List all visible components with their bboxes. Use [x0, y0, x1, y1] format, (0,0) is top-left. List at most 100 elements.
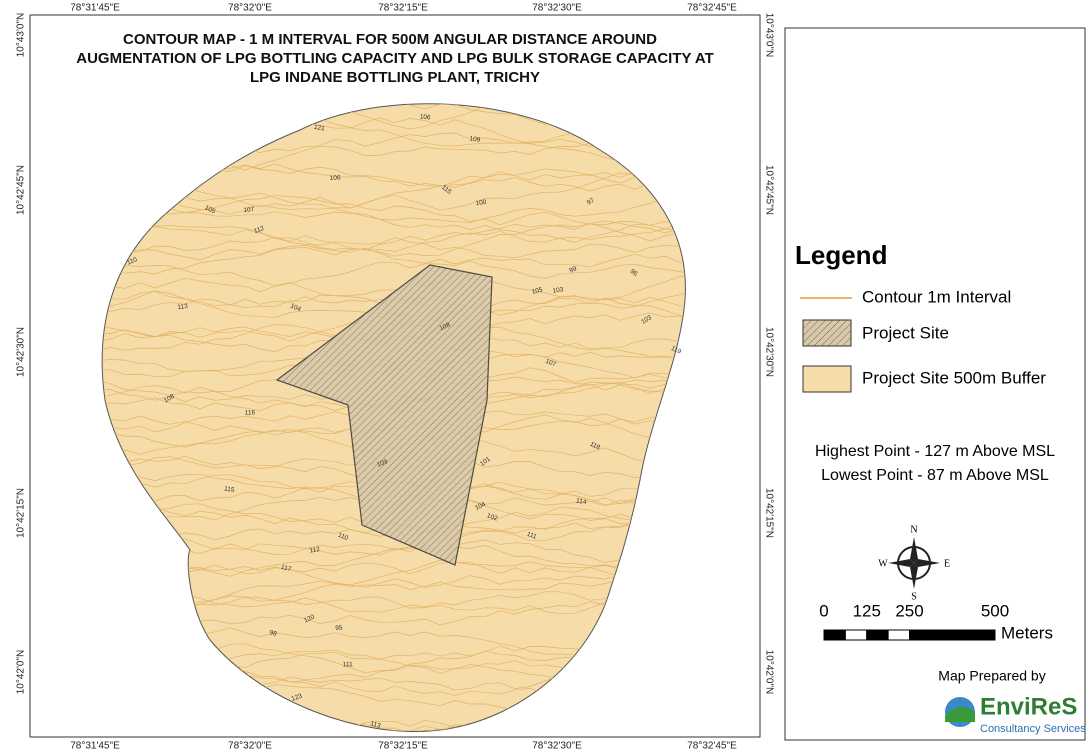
contour-line [102, 219, 686, 276]
scale-label: 250 [895, 601, 923, 620]
contour-line [102, 195, 686, 223]
contour-label: 113 [369, 720, 381, 730]
contour-label: 111 [343, 661, 353, 668]
latitude-label: 10°43'0"N [763, 13, 774, 58]
longitude-label: 78°31'45"E [70, 3, 120, 14]
latitude-label: 10°43'0"N [16, 13, 27, 58]
logo-tagline: Consultancy Services [980, 723, 1086, 735]
elevation-note: Lowest Point - 87 m Above MSL [821, 467, 1049, 484]
legend-item: Contour 1m Interval [862, 287, 1011, 306]
contour-label: 118 [589, 441, 602, 452]
contour-label: 114 [575, 497, 587, 506]
scale-segment [887, 629, 910, 641]
legend-site-swatch [802, 319, 852, 347]
contour-line [102, 594, 686, 622]
contour-label: 95 [335, 625, 343, 632]
scale-segment [866, 629, 889, 641]
contour-label: 112 [309, 546, 321, 555]
latitude-label: 10°42'0"N [16, 650, 27, 695]
contour-line [102, 220, 686, 257]
contour-line [102, 260, 686, 292]
contour-label: 104 [289, 302, 302, 313]
contour-labels: 103 98 105 107 111 112 99 104 108 110 113 121 117 106… [126, 113, 683, 729]
contour-line [102, 226, 686, 259]
contour-line [102, 194, 686, 228]
longitude-label: 78°31'45"E [70, 741, 120, 752]
scale-bar: 0 125 250 500 Meters [819, 601, 1053, 642]
contour-label: 106 [419, 113, 431, 121]
contour-line [102, 574, 686, 610]
contour-label: 107 [544, 358, 557, 369]
contour-label: 109 [376, 458, 389, 469]
scale-label: 500 [981, 601, 1009, 620]
contour-label: 110 [126, 256, 139, 267]
longitude-label: 78°32'15"E [378, 741, 428, 752]
legend-title: Legend [795, 240, 887, 270]
contour-label: 119 [670, 345, 683, 356]
scale-segment [844, 629, 868, 641]
latitude-label: 10°42'15"N [16, 488, 27, 538]
contour-label: 102 [486, 512, 499, 522]
contour-label: 97 [586, 197, 596, 207]
legend-item: Project Site [862, 323, 949, 342]
contour-label: 98 [269, 629, 278, 638]
scale-unit: Meters [1001, 623, 1053, 642]
longitude-label: 78°32'15"E [378, 3, 428, 14]
contour-label: 104 [474, 501, 487, 512]
latitude-label: 10°42'0"N [763, 650, 774, 695]
latitude-label: 10°42'45"N [763, 165, 774, 215]
contour-label: 111 [526, 531, 538, 541]
scale-segment [909, 629, 996, 641]
contour-label: 115 [224, 486, 236, 494]
contour-line [102, 561, 686, 584]
contour-label: 113 [177, 303, 189, 311]
title-line: AUGMENTATION OF LPG BOTTLING CAPACITY AN… [76, 50, 714, 67]
legend-item: Project Site 500m Buffer [862, 368, 1046, 387]
title-line: CONTOUR MAP - 1 M INTERVAL FOR 500M ANGU… [123, 31, 657, 48]
latitude-label: 10°42'15"N [763, 488, 774, 538]
scale-label: 125 [853, 601, 881, 620]
contour-label: 99 [568, 265, 578, 274]
credit-label: Map Prepared by [938, 668, 1045, 684]
contour-label: 112 [253, 225, 265, 235]
contour-label: 100 [475, 199, 487, 207]
longitude-label: 78°32'45"E [687, 741, 737, 752]
latitude-label: 10°42'45"N [16, 165, 27, 215]
contour-label: 107 [243, 206, 255, 214]
compass-letter: S [911, 591, 917, 602]
contour-label: 121 [313, 124, 325, 133]
contour-line [102, 189, 686, 243]
logo-text: EnviReS [980, 693, 1077, 720]
elevation-note: Highest Point - 127 m Above MSL [815, 443, 1055, 460]
contour-line [102, 587, 686, 619]
compass-letter: N [910, 524, 917, 535]
longitude-label: 78°32'30"E [532, 3, 582, 14]
contour-label: 103 [552, 286, 564, 295]
contour-label: 120 [303, 613, 316, 624]
contour-label: 109 [469, 135, 481, 143]
compass-letter: E [944, 558, 950, 569]
graticule-labels: 78°31'45"E 78°31'45"E 78°32'0"E 78°32'0"E 78… [16, 3, 775, 752]
contour-label: 105 [204, 204, 217, 215]
contour-label: 103 [640, 314, 653, 326]
contour-line [102, 553, 686, 586]
contour-label: 96 [629, 268, 639, 278]
contour-label: 105 [531, 286, 544, 296]
longitude-label: 78°32'45"E [687, 3, 737, 14]
compass-letter: W [878, 558, 888, 569]
longitude-label: 78°32'0"E [228, 3, 272, 14]
contour-line [102, 513, 686, 577]
latitude-label: 10°42'30"N [16, 327, 27, 377]
contour-line [102, 223, 686, 251]
contour-line [102, 579, 686, 613]
contour-label: 110 [337, 532, 350, 543]
contour-label: 116 [245, 410, 256, 417]
title-line: LPG INDANE BOTTLING PLANT, TRICHY [250, 69, 540, 86]
logo: EnviReS Consultancy Services [945, 693, 1086, 735]
compass: N S E W [878, 524, 950, 602]
contour-line [102, 245, 686, 268]
contour-label: 123 [291, 693, 304, 703]
contour-label: 106 [330, 174, 341, 181]
legend-buffer-swatch [802, 365, 852, 393]
